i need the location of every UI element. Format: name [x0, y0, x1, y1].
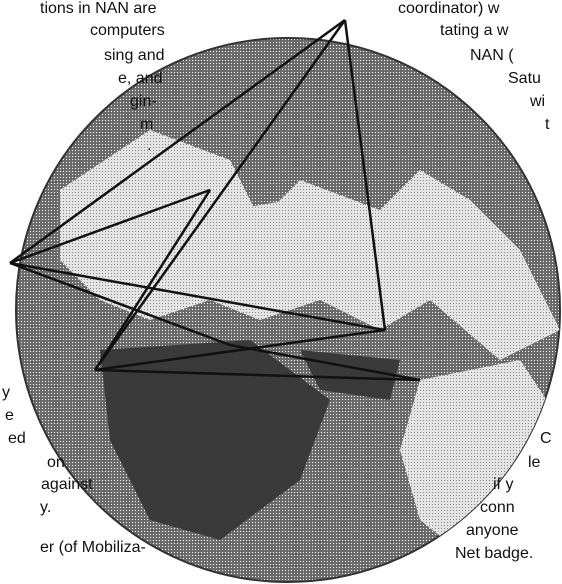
- text-line: gin-: [130, 93, 157, 110]
- text-line: conn: [480, 499, 515, 516]
- text-line: if y: [493, 476, 514, 493]
- text-line: anyone: [466, 522, 519, 539]
- text-line: NAN (: [470, 47, 514, 64]
- text-line: sing and: [104, 47, 165, 64]
- text-line: Net badge.: [455, 545, 534, 562]
- text-line: .: [147, 137, 152, 154]
- text-line: against: [41, 476, 93, 493]
- text-line: coordinator) w: [398, 0, 500, 17]
- text-line: computers: [90, 22, 165, 39]
- text-line: tating a w: [440, 22, 509, 39]
- text-line: e, and: [118, 70, 163, 87]
- text-line: C: [540, 430, 552, 447]
- text-line: Satu: [508, 70, 541, 87]
- text-line: wi: [530, 93, 546, 110]
- text-line: ed: [8, 430, 26, 447]
- text-line: tions in NAN are: [40, 0, 157, 17]
- text-line: on: [47, 454, 65, 471]
- text-line: le: [528, 454, 541, 471]
- text-line: m: [140, 116, 154, 133]
- text-line: er (of Mobiliza-: [40, 539, 146, 556]
- text-line: t: [545, 116, 550, 133]
- text-line: e: [5, 407, 14, 424]
- text-line: y: [2, 384, 10, 401]
- text-line: y.: [40, 499, 52, 516]
